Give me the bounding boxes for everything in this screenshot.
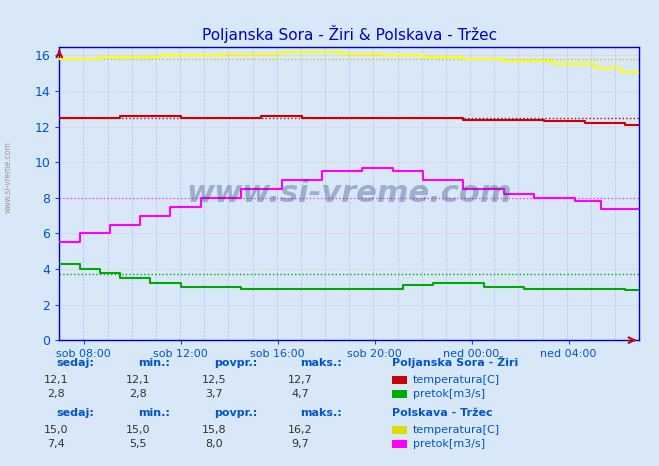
Text: pretok[m3/s]: pretok[m3/s] (413, 439, 485, 449)
Text: min.:: min.: (138, 408, 170, 418)
Text: 12,5: 12,5 (202, 375, 227, 385)
Text: 15,0: 15,0 (126, 425, 151, 435)
Text: povpr.:: povpr.: (214, 358, 258, 368)
Text: min.:: min.: (138, 358, 170, 368)
Text: 2,8: 2,8 (47, 389, 65, 399)
Text: pretok[m3/s]: pretok[m3/s] (413, 389, 485, 399)
Text: 16,2: 16,2 (287, 425, 312, 435)
Text: maks.:: maks.: (300, 358, 341, 368)
Text: temperatura[C]: temperatura[C] (413, 375, 500, 385)
Text: www.si-vreme.com: www.si-vreme.com (3, 141, 13, 213)
Text: 8,0: 8,0 (206, 439, 223, 449)
Text: Polskava - Tržec: Polskava - Tržec (392, 408, 493, 418)
Text: temperatura[C]: temperatura[C] (413, 425, 500, 435)
Text: 3,7: 3,7 (206, 389, 223, 399)
Text: maks.:: maks.: (300, 408, 341, 418)
Text: 15,0: 15,0 (43, 425, 69, 435)
Text: 12,1: 12,1 (126, 375, 151, 385)
Text: 2,8: 2,8 (130, 389, 147, 399)
Text: www.si-vreme.com: www.si-vreme.com (186, 179, 512, 208)
Text: 7,4: 7,4 (47, 439, 65, 449)
Text: povpr.:: povpr.: (214, 408, 258, 418)
Text: sedaj:: sedaj: (56, 408, 94, 418)
Text: 15,8: 15,8 (202, 425, 227, 435)
Text: 12,7: 12,7 (287, 375, 312, 385)
Text: 12,1: 12,1 (43, 375, 69, 385)
Text: 5,5: 5,5 (130, 439, 147, 449)
Title: Poljanska Sora - Žiri & Polskava - Tržec: Poljanska Sora - Žiri & Polskava - Tržec (202, 25, 497, 43)
Text: 9,7: 9,7 (291, 439, 308, 449)
Text: sedaj:: sedaj: (56, 358, 94, 368)
Text: Poljanska Sora - Žiri: Poljanska Sora - Žiri (392, 356, 519, 368)
Text: 4,7: 4,7 (291, 389, 308, 399)
